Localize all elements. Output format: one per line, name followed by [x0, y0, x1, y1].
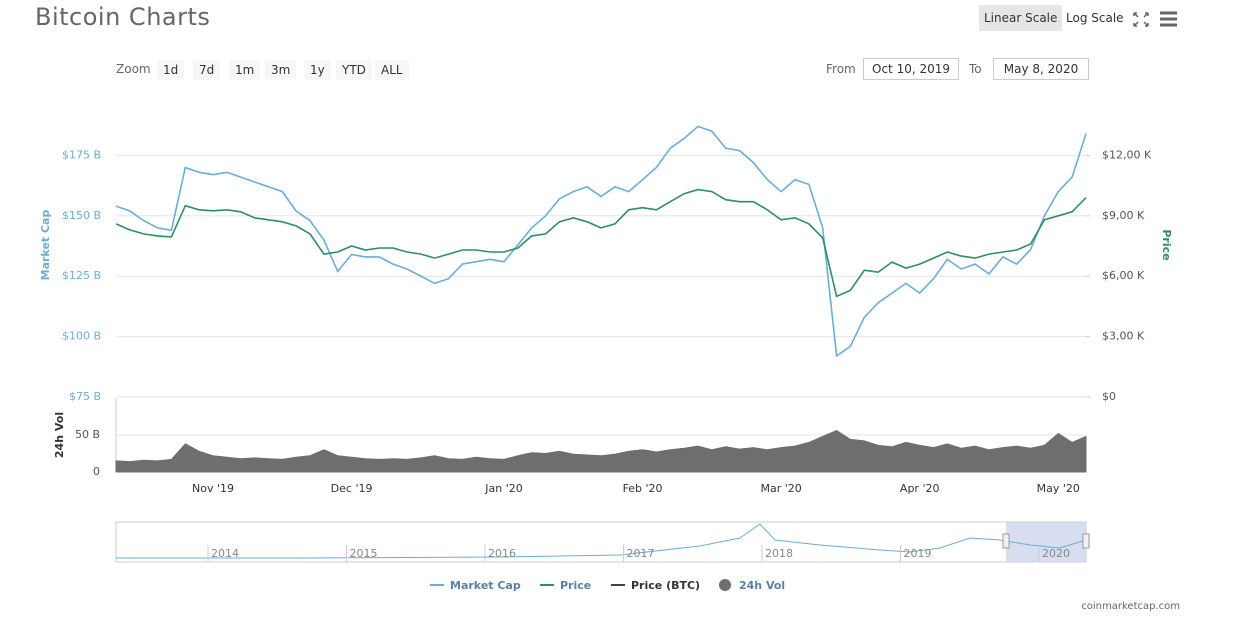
series-line	[115, 188, 1087, 298]
x-tick-label: Feb '20	[623, 482, 663, 495]
y2-tick-label: $6,00 K	[1102, 269, 1145, 282]
to-input[interactable]: May 8, 2020	[993, 58, 1089, 80]
y-tick-label: $175 B	[62, 148, 101, 161]
x-tick-label: Jan '20	[484, 482, 522, 495]
navigator-label: 2017	[627, 547, 655, 560]
navigator-selection[interactable]	[1006, 522, 1086, 562]
navigator-label: 2016	[488, 547, 516, 560]
volume-area	[115, 430, 1087, 473]
x-tick-label: Mar '20	[761, 482, 802, 495]
volume-tick-label: 0	[93, 465, 100, 478]
y2-axis-title: Price	[1160, 229, 1173, 260]
navigator-frame	[115, 521, 1087, 563]
zoom-button[interactable]: 1y	[304, 60, 331, 80]
x-tick-label: May '20	[1037, 482, 1080, 495]
x-tick-label: Nov '19	[192, 482, 234, 495]
navigator-label: 2018	[765, 547, 793, 560]
y2-tick-label: $3,00 K	[1102, 330, 1145, 343]
from-input[interactable]: Oct 10, 2019	[863, 58, 959, 80]
volume-axis-title: 24h Vol	[53, 412, 66, 458]
y2-tick-label: $9,00 K	[1102, 209, 1145, 222]
navigator-label: 2015	[350, 547, 378, 560]
navigator-label: 2019	[904, 547, 932, 560]
y-axis-title: Market Cap	[39, 210, 52, 281]
fullscreen-icon[interactable]	[1133, 12, 1149, 27]
to-label: To	[969, 62, 982, 76]
legend-label[interactable]: Market Cap	[450, 579, 521, 592]
legend-label[interactable]: Price	[560, 579, 591, 592]
navigator-line	[116, 523, 1087, 559]
zoom-button[interactable]: 7d	[193, 60, 221, 80]
navigator-label: 2014	[211, 547, 239, 560]
zoom-button[interactable]: ALL	[375, 60, 409, 80]
menu-icon[interactable]	[1160, 11, 1177, 27]
navigator	[115, 521, 1090, 563]
y2-tick-label: $12,00 K	[1102, 148, 1152, 161]
y-tick-label: $75 B	[69, 390, 101, 403]
credit: coinmarketcap.com	[1081, 601, 1180, 612]
series-line	[115, 125, 1087, 358]
from-label: From	[826, 62, 856, 76]
legend-label[interactable]: Price (BTC)	[631, 579, 700, 592]
scale-button[interactable]: Linear Scale	[979, 5, 1063, 31]
zoom-button[interactable]: YTD	[336, 60, 372, 80]
x-tick-label: Apr '20	[900, 482, 940, 495]
navigator-label: 2020	[1042, 547, 1070, 560]
zoom-label: Zoom	[116, 62, 151, 76]
zoom-button[interactable]: 1d	[157, 60, 185, 80]
legend-label[interactable]: 24h Vol	[739, 579, 785, 592]
page-title: Bitcoin Charts	[35, 3, 211, 31]
scale-button[interactable]: Log Scale	[1066, 11, 1124, 25]
y-tick-label: $150 B	[62, 209, 101, 222]
zoom-button[interactable]: 1m	[229, 60, 261, 80]
zoom-button[interactable]: 3m	[265, 60, 297, 80]
navigator-handle[interactable]	[1082, 533, 1090, 549]
x-tick-label: Dec '19	[331, 482, 373, 495]
y2-tick-label: $0	[1102, 390, 1116, 403]
volume-tick-label: 50 B	[75, 428, 100, 441]
legend-marker	[719, 579, 731, 591]
navigator-handle[interactable]	[1002, 533, 1010, 549]
y-tick-label: $125 B	[62, 269, 101, 282]
y-tick-label: $100 B	[62, 330, 101, 343]
